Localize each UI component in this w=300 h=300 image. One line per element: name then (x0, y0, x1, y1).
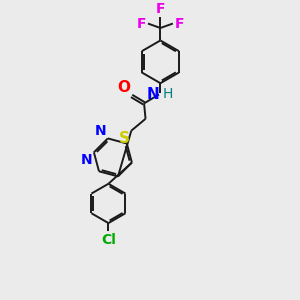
Text: F: F (137, 16, 146, 31)
Text: N: N (94, 124, 106, 137)
Text: H: H (163, 88, 173, 101)
Text: S: S (119, 131, 130, 146)
Text: N: N (146, 87, 159, 102)
Text: O: O (117, 80, 130, 95)
Text: F: F (156, 2, 165, 16)
Text: N: N (80, 153, 92, 167)
Text: Cl: Cl (101, 232, 116, 247)
Text: F: F (174, 16, 184, 31)
